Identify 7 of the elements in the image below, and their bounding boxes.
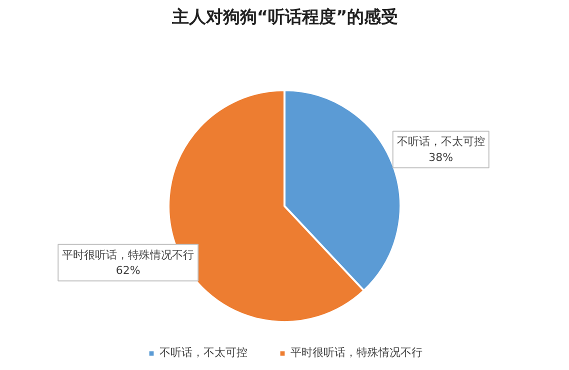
legend-label: 平时很听话，特殊情况不行: [290, 345, 422, 360]
slice-label: 平时很听话，特殊情况不行: [62, 248, 194, 262]
data-label: 62%: [116, 264, 140, 277]
data-label: 38%: [428, 150, 454, 164]
slice-label: 不听话，不太可控: [396, 135, 485, 148]
legend-label: 不听话，不太可控: [160, 345, 248, 360]
chart-title: 主人对狗狗“听话程度”的感受: [170, 8, 398, 28]
